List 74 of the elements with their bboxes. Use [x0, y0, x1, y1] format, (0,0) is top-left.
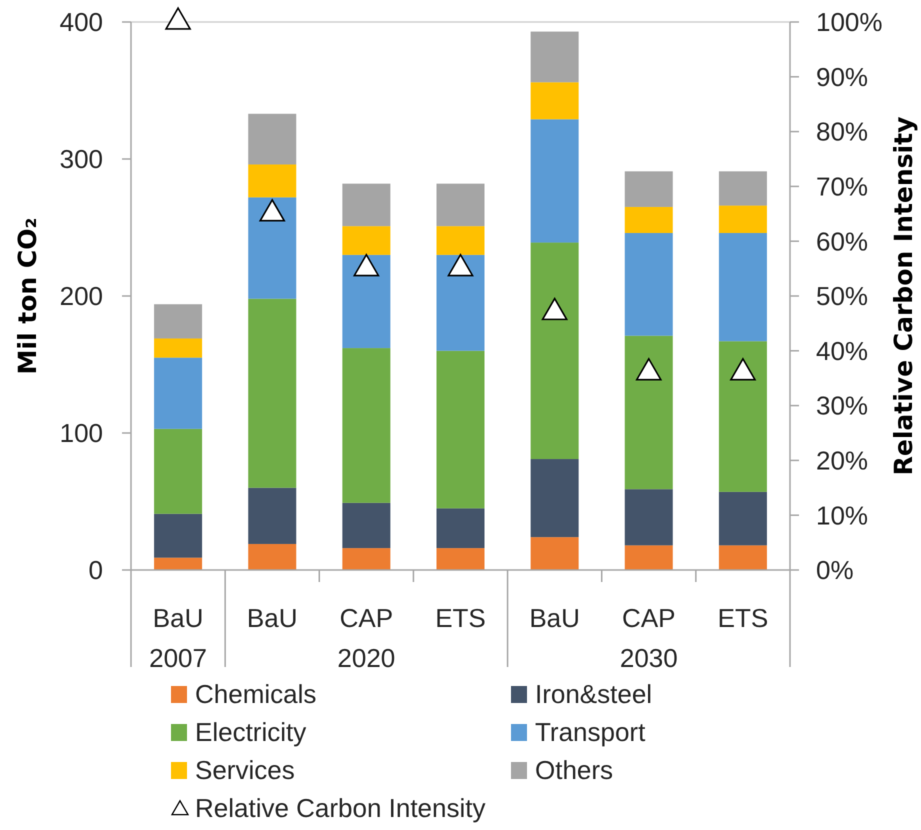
x-tick-label: ETS: [718, 603, 768, 633]
bar: [436, 350, 485, 508]
y2-tick-label: 10%: [816, 500, 868, 530]
x-tick-label: CAP 2030: [620, 603, 678, 673]
bar: [248, 197, 296, 299]
bar: [436, 184, 485, 226]
x-tick-label: BaU: [529, 603, 580, 633]
x-tick-label: CAP 2020: [337, 603, 396, 673]
bar: [624, 545, 673, 570]
y2-tick-label: 0%: [816, 555, 854, 586]
bar: [248, 488, 296, 544]
y2-axis-title: Relative Carbon Intensity: [889, 116, 918, 476]
bar: [436, 226, 485, 255]
bar: [718, 545, 767, 570]
bar: [718, 232, 767, 342]
y-tick-label: 300: [60, 144, 103, 174]
bar: [530, 242, 579, 460]
bar: [530, 32, 579, 82]
x-tick-label: BaU: [246, 603, 298, 633]
legend-label: Relative Carbon Intensity: [195, 793, 486, 824]
y-tick-label: 200: [60, 281, 103, 312]
bar: [436, 548, 485, 570]
bar: [342, 254, 390, 348]
y2-tick-label: 100%: [816, 7, 882, 38]
bar: [342, 348, 390, 503]
bar: [342, 184, 390, 226]
bar: [718, 492, 767, 546]
bar: [436, 254, 485, 351]
legend-label: Others: [535, 755, 614, 786]
bar: [248, 298, 296, 488]
bar: [718, 171, 767, 206]
legend-label: Chemicals: [195, 679, 316, 710]
bar: [718, 341, 767, 492]
bar: [154, 428, 202, 514]
bar: [624, 206, 673, 233]
y2-tick-label: 50%: [816, 281, 868, 312]
bar: [248, 164, 296, 198]
y2-tick-label: 30%: [816, 390, 868, 421]
y2-tick-label: 80%: [816, 116, 868, 147]
bar: [248, 544, 296, 570]
bar: [342, 502, 390, 548]
bar: [248, 114, 296, 164]
y2-tick-label: 90%: [816, 62, 868, 92]
legend-label: Services: [195, 755, 295, 786]
legend-label: Iron&steel: [535, 679, 652, 710]
y2-tick-label: 40%: [816, 336, 868, 366]
y2-tick-label: 20%: [816, 446, 868, 476]
bar: [154, 514, 202, 558]
bar: [154, 358, 202, 429]
bar: [342, 548, 390, 570]
y2-tick-label: 70%: [816, 172, 868, 202]
bar: [154, 304, 202, 338]
y-axis-title: Mil ton CO₂: [13, 218, 42, 374]
bar: [530, 537, 579, 570]
bar: [436, 508, 485, 548]
x-tick-label: ETS: [435, 603, 486, 633]
bar: [530, 119, 579, 243]
bar: [342, 226, 390, 255]
bar: [624, 232, 673, 336]
legend-label: Transport: [535, 717, 646, 748]
legend-label: Electricity: [195, 717, 306, 748]
bar: [624, 336, 673, 490]
bar: [624, 489, 673, 546]
bar: [530, 459, 579, 538]
bar: [718, 206, 767, 233]
bar: [530, 82, 579, 120]
bar: [624, 171, 673, 207]
y2-tick-label: 60%: [816, 226, 868, 256]
y-tick-label: 400: [60, 7, 103, 38]
y-tick-label: 0: [88, 555, 103, 586]
x-tick-label: BaU 2007: [149, 603, 207, 673]
bar: [154, 558, 202, 570]
bar: [154, 338, 202, 358]
y-tick-label: 100: [60, 418, 103, 448]
